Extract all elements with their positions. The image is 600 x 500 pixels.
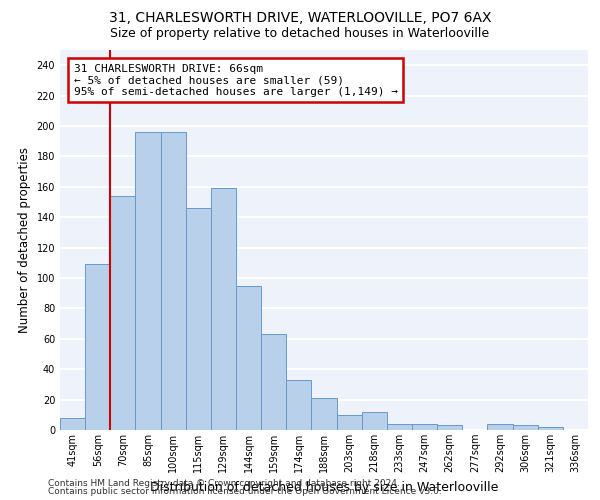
Bar: [211, 188, 236, 430]
Bar: [186, 208, 211, 430]
Y-axis label: Number of detached properties: Number of detached properties: [18, 147, 31, 333]
Bar: [286, 380, 311, 430]
Bar: [161, 132, 186, 430]
Bar: [236, 286, 261, 430]
Bar: [311, 398, 337, 430]
Text: 31 CHARLESWORTH DRIVE: 66sqm
← 5% of detached houses are smaller (59)
95% of sem: 31 CHARLESWORTH DRIVE: 66sqm ← 5% of det…: [74, 64, 398, 97]
Bar: [136, 132, 161, 430]
Bar: [85, 264, 110, 430]
Bar: [261, 334, 286, 430]
Bar: [412, 424, 437, 430]
Bar: [487, 424, 512, 430]
Text: Contains HM Land Registry data © Crown copyright and database right 2024.: Contains HM Land Registry data © Crown c…: [48, 478, 400, 488]
Text: 31, CHARLESWORTH DRIVE, WATERLOOVILLE, PO7 6AX: 31, CHARLESWORTH DRIVE, WATERLOOVILLE, P…: [109, 12, 491, 26]
Bar: [362, 412, 387, 430]
Bar: [110, 196, 136, 430]
Bar: [337, 415, 362, 430]
Bar: [437, 426, 462, 430]
Text: Contains public sector information licensed under the Open Government Licence v3: Contains public sector information licen…: [48, 487, 442, 496]
Bar: [387, 424, 412, 430]
Text: Size of property relative to detached houses in Waterlooville: Size of property relative to detached ho…: [110, 26, 490, 40]
Bar: [512, 426, 538, 430]
X-axis label: Distribution of detached houses by size in Waterlooville: Distribution of detached houses by size …: [150, 480, 498, 494]
Bar: [538, 427, 563, 430]
Bar: [60, 418, 85, 430]
